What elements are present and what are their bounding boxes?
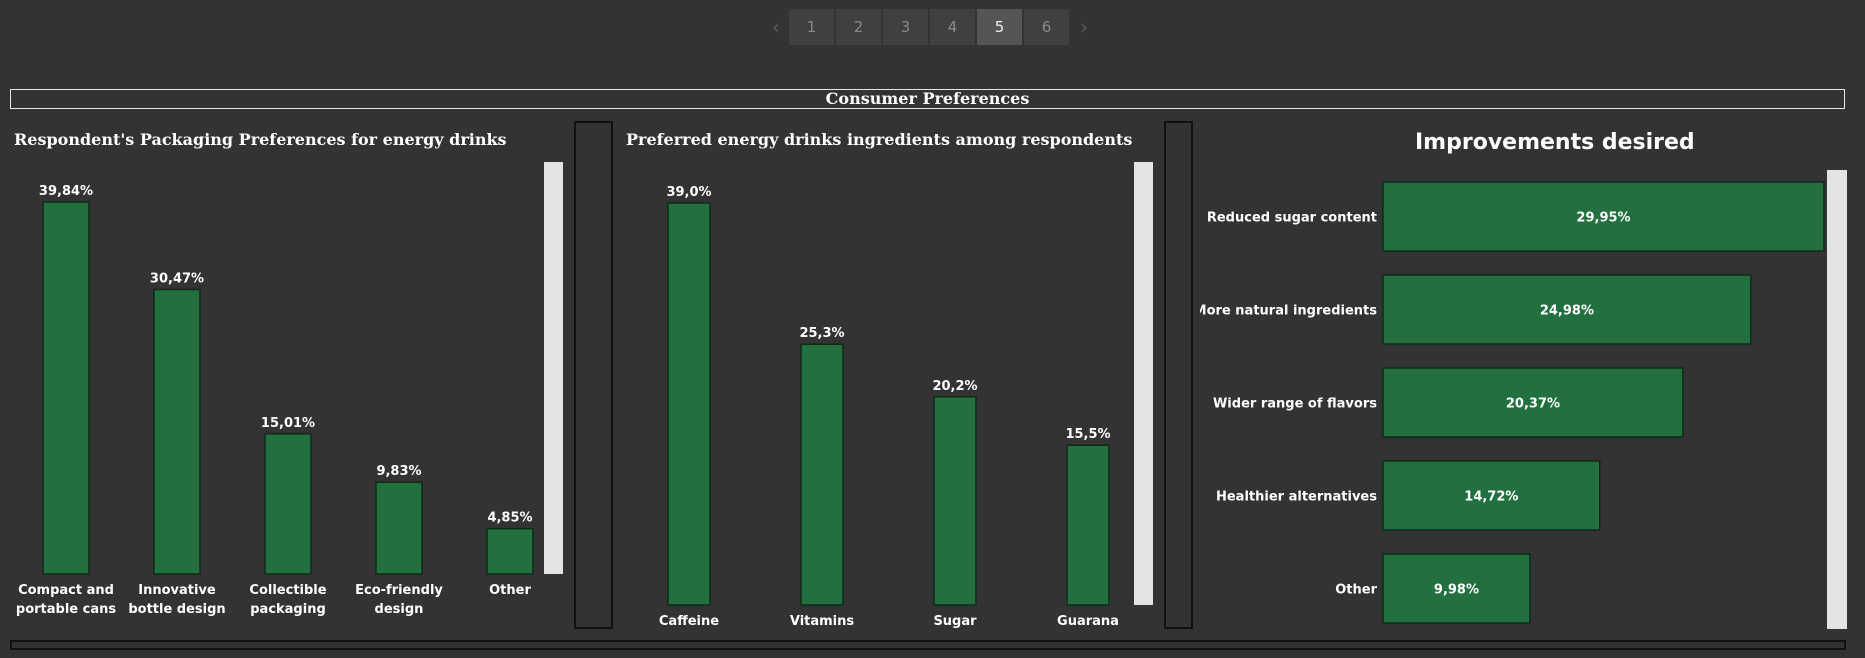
ingredients-chart-title: Preferred energy drinks ingredients amon… <box>626 130 1133 149</box>
category-label: Innovative <box>138 583 216 598</box>
horizontal-scrollbar[interactable] <box>10 640 1846 650</box>
category-label: Reduced sugar content <box>1207 211 1377 226</box>
bar[interactable] <box>1066 444 1110 606</box>
bar-value-label: 9,83% <box>376 464 421 479</box>
category-label: Other <box>489 583 531 598</box>
bar[interactable] <box>1382 553 1531 624</box>
category-label: Compact and <box>18 583 114 598</box>
bar[interactable] <box>933 396 977 606</box>
bar[interactable] <box>153 288 201 575</box>
category-label: Guarana <box>1057 614 1119 629</box>
ingredients-chart-scrollbar[interactable] <box>1134 162 1153 605</box>
category-label: bottle design <box>128 602 225 617</box>
bar[interactable] <box>667 202 711 606</box>
bar[interactable] <box>375 481 423 575</box>
packaging-chart-title: Respondent's Packaging Preferences for e… <box>14 130 507 149</box>
bar-value-label: 39,84% <box>39 184 93 199</box>
bar[interactable] <box>1382 367 1684 438</box>
bar[interactable] <box>42 201 90 575</box>
bar-value-label: 20,37% <box>1506 397 1560 412</box>
category-label: Healthier alternatives <box>1216 490 1377 505</box>
page-button-4[interactable]: 4 <box>930 9 975 45</box>
page-button-5[interactable]: 5 <box>977 9 1022 45</box>
bar-value-label: 14,72% <box>1464 490 1518 505</box>
page-button-1[interactable]: 1 <box>789 9 834 45</box>
category-label: Caffeine <box>659 614 719 629</box>
bar-value-label: 29,95% <box>1576 211 1630 226</box>
bar-value-label: 24,98% <box>1540 304 1594 319</box>
category-label: design <box>375 602 424 617</box>
bar-value-label: 9,98% <box>1434 583 1479 598</box>
category-label: packaging <box>250 602 326 617</box>
prev-page-icon[interactable]: ‹ <box>772 15 780 39</box>
panel-divider <box>574 121 613 629</box>
category-label: Collectible <box>249 583 326 598</box>
bar-value-label: 39,0% <box>666 185 711 200</box>
bar[interactable] <box>1382 460 1601 531</box>
bar-value-label: 25,3% <box>799 326 844 341</box>
bar[interactable] <box>1382 274 1752 345</box>
packaging-chart-scrollbar[interactable] <box>544 162 563 574</box>
page-button-3[interactable]: 3 <box>883 9 928 45</box>
category-label: portable cans <box>16 602 116 617</box>
page-button-6[interactable]: 6 <box>1024 9 1069 45</box>
bar[interactable] <box>264 433 312 575</box>
category-label: Eco-friendly <box>355 583 443 598</box>
improvements-chart-scrollbar[interactable] <box>1827 170 1847 629</box>
dashboard-title: Consumer Preferences <box>10 89 1845 109</box>
improvements-chart: 29,95% Reduced sugar content 24,98% More na… <box>1200 181 1825 624</box>
bar-value-label: 20,2% <box>932 379 977 394</box>
category-label: More natural ingredients <box>1200 304 1377 319</box>
bar-value-label: 15,5% <box>1065 427 1110 442</box>
category-label: Sugar <box>933 614 977 629</box>
next-page-icon[interactable]: › <box>1080 15 1088 39</box>
bar[interactable] <box>1382 181 1825 252</box>
bar-value-label: 15,01% <box>261 416 315 431</box>
page-button-2[interactable]: 2 <box>836 9 881 45</box>
packaging-chart: 39,84% Compact and portable cans 30,47% Inno… <box>16 184 534 617</box>
category-label: Vitamins <box>790 614 855 629</box>
bar-value-label: 30,47% <box>150 271 204 286</box>
panel-divider <box>1164 121 1193 629</box>
ingredients-chart: 39,0% Caffeine 25,3% Vitamins 20,2% Sugar 15,5… <box>659 185 1119 629</box>
bar-value-label: 4,85% <box>487 511 532 526</box>
category-label: Other <box>1335 583 1377 598</box>
bar[interactable] <box>486 527 534 575</box>
improvements-chart-title: Improvements desired <box>1415 130 1695 155</box>
category-label: Wider range of flavors <box>1213 397 1377 412</box>
bar[interactable] <box>800 343 844 606</box>
